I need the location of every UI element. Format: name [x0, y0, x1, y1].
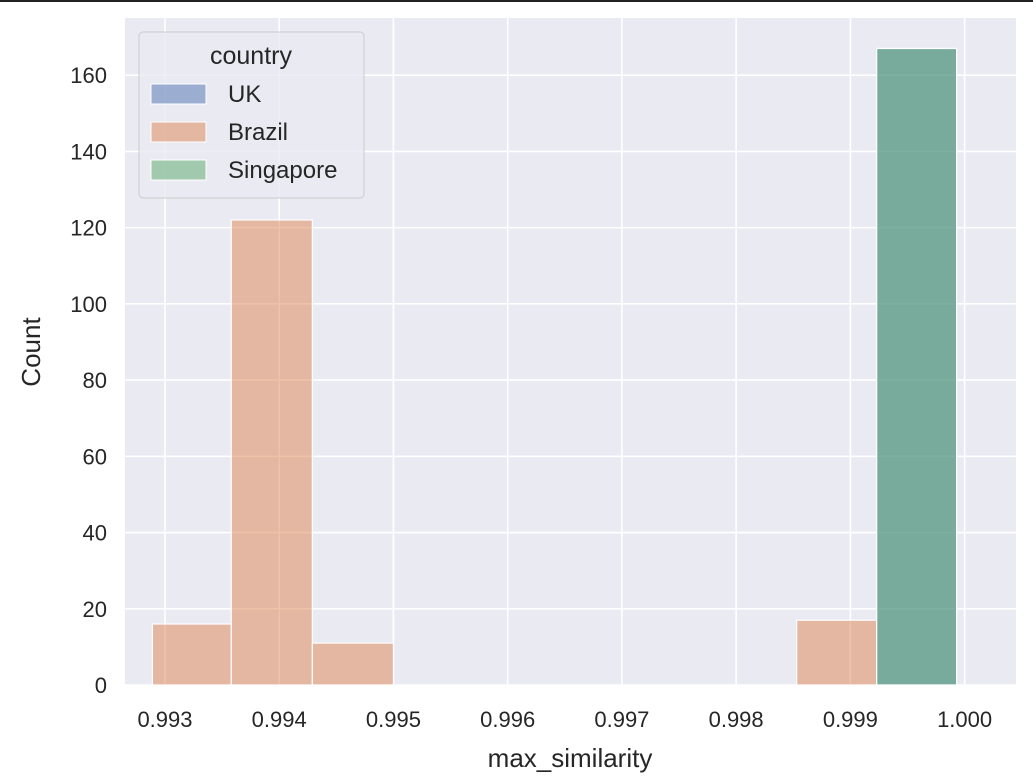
bar-brazil-1	[230, 219, 313, 686]
bar-brazil-3	[796, 619, 878, 686]
legend-swatch-singapore	[150, 159, 207, 181]
x-tick-label: 0.996	[480, 707, 535, 732]
x-tick-label: 1.000	[937, 707, 992, 732]
y-tick-label: 0	[95, 673, 107, 698]
y-tick-label: 140	[70, 139, 107, 164]
legend: country UK Brazil Singapore	[138, 31, 365, 199]
x-tick-labels: 0.993 0.994 0.995 0.996 0.997 0.998 0.999 1.000	[137, 707, 992, 732]
legend-box	[138, 31, 365, 199]
legend-title: country	[210, 42, 292, 70]
y-tick-label: 160	[70, 63, 107, 88]
legend-label-brazil: Brazil	[228, 119, 288, 146]
y-tick-labels: 0 20 40 60 80 100 120 140 160	[70, 63, 107, 698]
bars-group	[151, 47, 958, 686]
y-axis-label: Count	[16, 317, 46, 387]
x-tick-label: 0.999	[823, 707, 878, 732]
legend-swatch-brazil	[150, 121, 207, 143]
bar-brazil-0	[151, 623, 232, 686]
x-tick-label: 0.994	[252, 707, 307, 732]
y-tick-label: 40	[83, 521, 107, 546]
bar-singapore-0	[876, 47, 958, 686]
bar-brazil-2	[311, 642, 395, 686]
x-tick-label: 0.998	[709, 707, 764, 732]
legend-label-singapore: Singapore	[228, 157, 337, 184]
y-tick-label: 60	[83, 444, 107, 469]
x-axis-label: max_similarity	[488, 743, 653, 773]
y-tick-label: 100	[70, 292, 107, 317]
x-tick-label: 0.995	[366, 707, 421, 732]
legend-label-uk: UK	[228, 81, 261, 108]
y-tick-label: 120	[70, 216, 107, 241]
x-tick-label: 0.993	[137, 707, 192, 732]
y-tick-label: 80	[83, 368, 107, 393]
legend-swatch-uk	[150, 83, 207, 105]
top-border-line	[0, 0, 1033, 2]
x-tick-label: 0.997	[594, 707, 649, 732]
y-tick-label: 20	[83, 597, 107, 622]
